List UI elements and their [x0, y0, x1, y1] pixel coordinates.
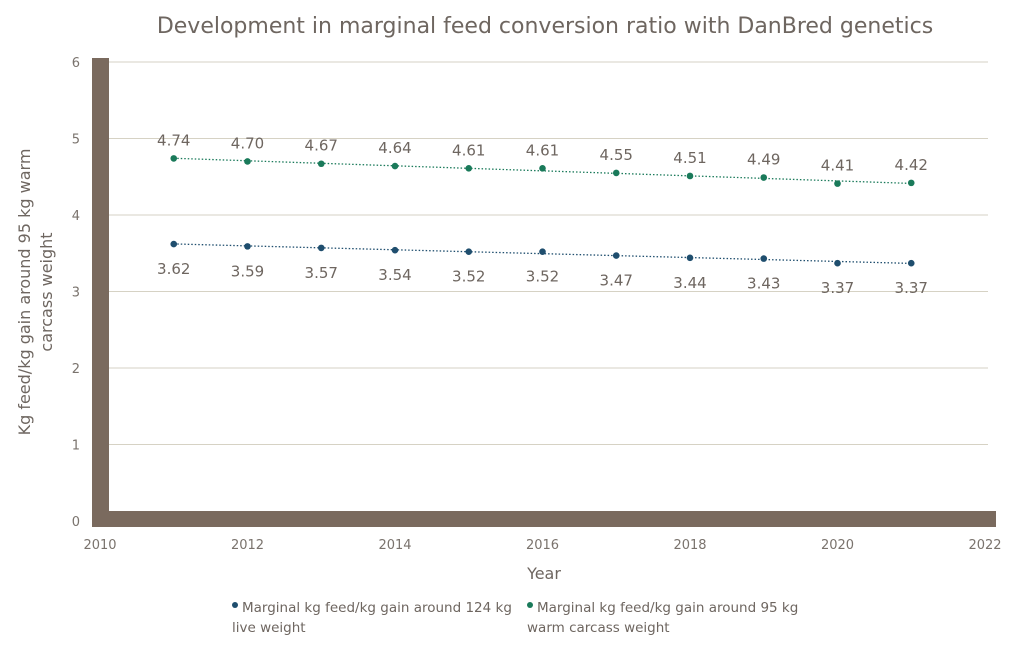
- data-point: [465, 165, 473, 172]
- data-point: [170, 155, 178, 162]
- data-label: 4.64: [378, 139, 411, 157]
- x-axis-bar: [92, 511, 996, 527]
- data-label: 3.59: [231, 262, 264, 280]
- data-label: 4.49: [747, 151, 780, 169]
- data-point: [244, 158, 251, 165]
- data-point: [244, 243, 251, 250]
- data-point: [760, 255, 768, 262]
- data-label: 4.61: [526, 141, 559, 159]
- data-label: 3.37: [895, 279, 928, 297]
- x-tick-label: 2010: [83, 538, 116, 553]
- legend-item-carcass-weight: Marginal kg feed/kg gain around 95 kg wa…: [527, 598, 827, 638]
- data-label: 3.57: [305, 264, 338, 282]
- data-label: 4.42: [895, 156, 928, 174]
- legend-label: Marginal kg feed/kg gain around 124 kg l…: [232, 600, 512, 636]
- x-tick-label: 2018: [673, 538, 706, 553]
- data-point: [907, 179, 915, 187]
- data-point: [539, 165, 546, 172]
- data-label: 3.37: [821, 279, 854, 297]
- x-axis-label: Year: [526, 564, 561, 583]
- y-axis-label-line: carcass weight: [37, 232, 56, 351]
- data-label: 3.52: [526, 268, 559, 286]
- data-label: 3.44: [673, 274, 706, 292]
- data-point: [612, 169, 620, 177]
- data-label: 3.52: [452, 268, 485, 286]
- data-label: 4.41: [821, 157, 854, 175]
- data-label: 4.61: [452, 141, 485, 159]
- y-tick-label: 6: [72, 56, 80, 71]
- x-tick-label: 2014: [378, 538, 411, 553]
- data-point: [834, 259, 841, 267]
- data-label: 3.43: [747, 275, 780, 293]
- data-label: 4.74: [157, 131, 190, 149]
- y-tick-label: 5: [72, 133, 80, 148]
- data-point: [686, 254, 694, 262]
- data-point: [391, 246, 399, 254]
- data-label: 3.54: [378, 266, 411, 284]
- legend-marker: [527, 602, 533, 608]
- legend-item-live-weight: Marginal kg feed/kg gain around 124 kg l…: [232, 598, 512, 638]
- data-point: [907, 259, 915, 267]
- y-tick-label: 3: [72, 286, 80, 301]
- data-label: 4.55: [600, 146, 633, 164]
- data-label: 3.62: [157, 260, 190, 278]
- y-axis-label-line: Kg feed/kg gain around 95 kg warm: [15, 149, 34, 436]
- y-tick-label: 2: [72, 362, 80, 377]
- chart-title: Development in marginal feed conversion …: [156, 14, 934, 39]
- y-tick-label: 4: [72, 209, 80, 224]
- data-point: [465, 248, 473, 256]
- y-tick-label: 1: [72, 439, 80, 454]
- data-point: [391, 162, 399, 170]
- x-tick-label: 2012: [231, 538, 264, 553]
- data-point: [612, 252, 620, 259]
- legend-label: Marginal kg feed/kg gain around 95 kg wa…: [527, 600, 799, 636]
- data-point: [834, 180, 841, 187]
- data-label: 3.47: [600, 272, 633, 290]
- data-point: [317, 244, 325, 252]
- data-point: [686, 172, 694, 180]
- y-tick-label: 0: [72, 515, 80, 530]
- x-tick-label: 2016: [526, 538, 559, 553]
- y-axis-label: Kg feed/kg gain around 95 kg warm carcass…: [15, 149, 56, 436]
- legend-marker: [232, 602, 238, 608]
- data-label: 4.51: [673, 149, 706, 167]
- data-point: [539, 248, 546, 256]
- data-point: [170, 240, 178, 248]
- x-tick-label: 2020: [821, 538, 854, 553]
- data-label: 4.67: [305, 137, 338, 155]
- data-point: [760, 174, 768, 181]
- y-axis-bar: [92, 58, 109, 527]
- data-label: 4.70: [231, 134, 264, 152]
- data-point: [317, 160, 325, 168]
- x-tick-label: 2022: [968, 538, 1001, 553]
